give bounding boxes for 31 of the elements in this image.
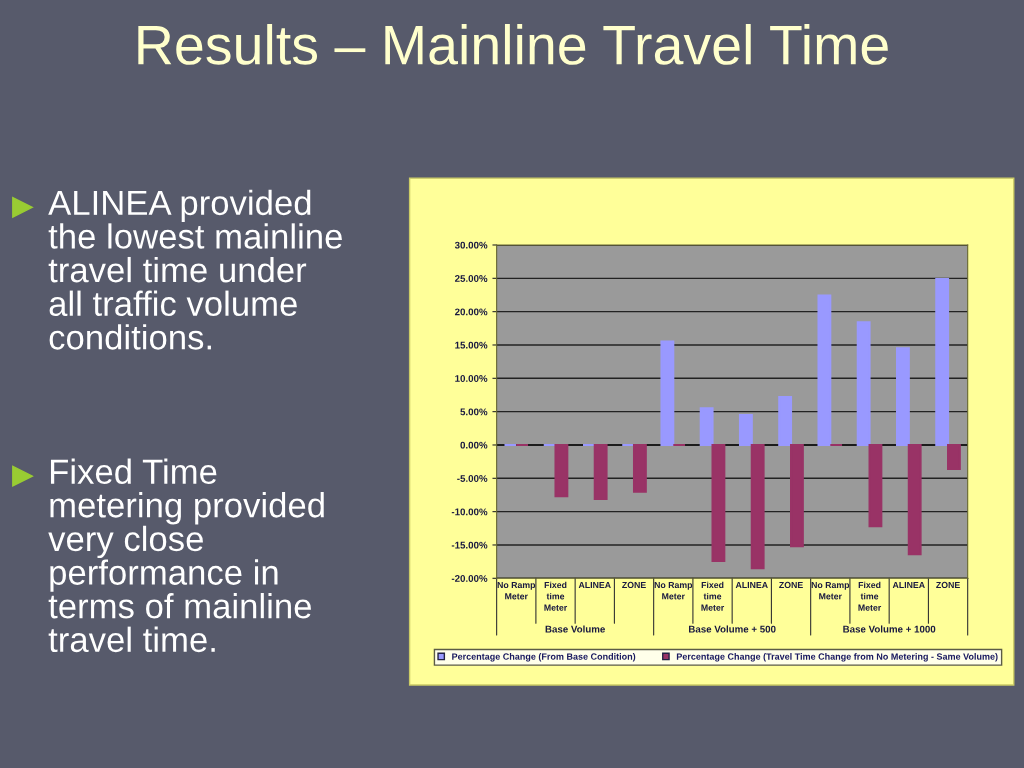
x-tick-label: ALINEA bbox=[578, 581, 611, 588]
y-tick-label: -10.00% bbox=[451, 508, 488, 516]
x-tick-label: Fixed time Meter bbox=[701, 581, 725, 611]
chart-title: Results – Mainline Travel Time bbox=[138, 24, 888, 65]
x-tick-label: ZONE bbox=[779, 581, 803, 589]
y-tick-label: 15.00% bbox=[455, 341, 488, 349]
text: ALINEA provided the lowest mainline travel time under all traffic volume conditions. bbox=[48, 189, 342, 350]
y-tick-label: 0.00% bbox=[460, 441, 488, 449]
x-tick-label: Fixed time Meter bbox=[858, 581, 882, 611]
text: Base Volume bbox=[545, 625, 605, 633]
y-tick-label: 30.00% bbox=[454, 241, 488, 249]
x-tick-label: ZONE bbox=[622, 581, 646, 589]
x-tick-label: No Ramp Meter bbox=[654, 581, 693, 600]
x-tick-label: No Ramp Meter bbox=[811, 581, 850, 600]
y-tick-label: -5.00% bbox=[457, 475, 488, 482]
x-tick-label: ALINEA bbox=[735, 581, 768, 588]
legend-label: Percentage Change (Travel Time Change from No Metering - Same Volume) bbox=[676, 653, 998, 662]
x-tick-label: ALINEA bbox=[892, 581, 925, 588]
x-tick-label: No Ramp Meter bbox=[497, 581, 536, 600]
y-tick-label: 20.00% bbox=[454, 308, 488, 316]
x-tick-label: Fixed time Meter bbox=[544, 581, 568, 611]
y-tick-label: 25.00% bbox=[454, 275, 488, 282]
text: Base Volume + 500 bbox=[688, 625, 776, 633]
text: Base Volume + 1000 bbox=[843, 625, 936, 633]
y-tick-label: 10.00% bbox=[455, 375, 488, 382]
y-tick-label: 5.00% bbox=[460, 408, 488, 416]
text: Fixed Time metering provided very close performance in terms of mainline travel time. bbox=[48, 458, 324, 653]
y-tick-label: -15.00% bbox=[451, 541, 488, 549]
y-tick-label: -20.00% bbox=[451, 575, 488, 582]
x-tick-label: ZONE bbox=[936, 581, 960, 589]
legend-label: Percentage Change (From Base Condition) bbox=[452, 653, 636, 662]
